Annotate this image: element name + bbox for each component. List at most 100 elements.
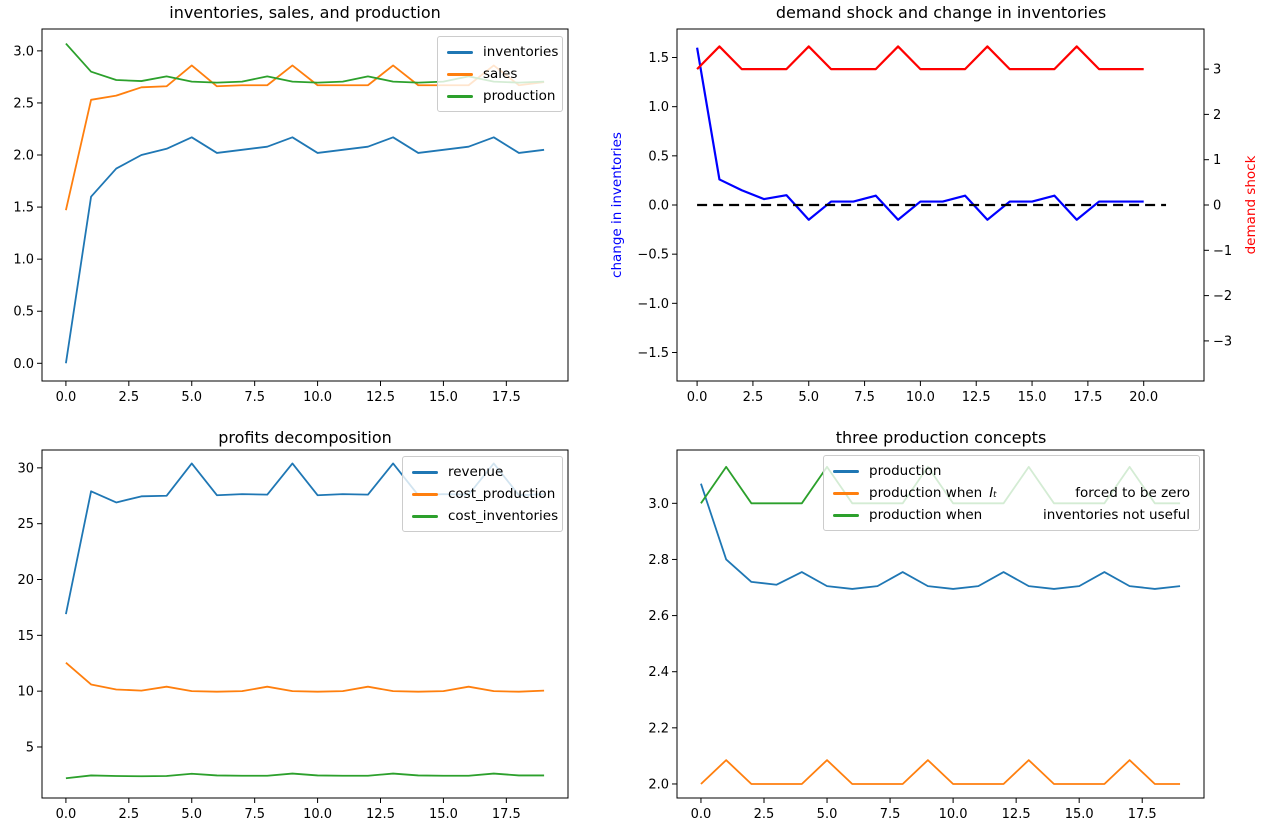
x-tick-label: 10.0 [303, 390, 332, 405]
y-right-tick-label: 3 [1213, 63, 1221, 78]
chart-title-demand-shock: demand shock and change in inventories [775, 3, 1107, 22]
y-tick-label: 0.5 [13, 305, 34, 320]
x-tick-label: 5.0 [798, 390, 819, 405]
legend-swatch-production [833, 469, 859, 473]
x-tick-label: 2.5 [754, 807, 775, 822]
x-tick-label: 17.5 [1073, 390, 1102, 405]
x-tick-label: 7.5 [244, 390, 265, 405]
y-tick-label: 0.0 [648, 199, 669, 214]
axes-box [41, 28, 569, 382]
y-tick-label: 0.0 [13, 357, 34, 372]
legend-label: sales [483, 66, 518, 82]
y-tick-label: 2.6 [648, 609, 669, 624]
y-tick-label: 1.0 [13, 253, 34, 268]
series-line-demand-shock [696, 45, 1144, 71]
y-tick-label: 20 [17, 573, 34, 588]
legend-item-production-zero-inventories: production when Iₜ forced to be zero [833, 482, 1190, 504]
legend-item-production: production [447, 85, 556, 107]
y-tick-label: 2.0 [648, 777, 669, 792]
chart-title-three-production-concepts: three production concepts [835, 428, 1047, 447]
y-tick-label: 3.0 [648, 497, 669, 512]
legend-swatch-production [447, 94, 473, 98]
x-tick-label: 10.0 [939, 807, 968, 822]
chart-title-inventories-sales-production: inventories, sales, and production [169, 3, 441, 22]
legend-label: cost_inventories [448, 508, 559, 524]
x-tick-label: 0.0 [56, 807, 77, 822]
y-right-tick-label: −2 [1213, 289, 1232, 304]
x-tick-label: 15.0 [1018, 390, 1047, 405]
legend-item-revenue: revenue [412, 461, 553, 483]
legend-swatch-inventories [447, 50, 473, 54]
x-tick-label: 12.5 [962, 390, 991, 405]
x-tick-label: 20.0 [1129, 390, 1158, 405]
y-right-tick-label: 0 [1213, 199, 1221, 214]
legend-label-right: forced to be zero [1075, 485, 1190, 501]
legend-swatch-cost-production [412, 492, 438, 496]
x-tick-label: 15.0 [429, 390, 458, 405]
y-tick-label: 1.5 [648, 51, 669, 66]
legend-item-inventories: inventories [447, 41, 558, 63]
series-line-production-when-inventories-forced-to-be-zero [700, 759, 1181, 785]
x-tick-label: 0.0 [687, 390, 708, 405]
x-tick-label: 12.5 [1002, 807, 1031, 822]
legend-label: revenue [448, 464, 504, 480]
y-tick-label: 15 [17, 629, 34, 644]
y-tick-label: 1.5 [13, 201, 34, 216]
legend-item-production: production [833, 460, 1190, 482]
legend-swatch-cost-inventories [412, 514, 438, 518]
x-tick-label: 17.5 [1128, 807, 1157, 822]
y-tick-label: 2.5 [13, 96, 34, 111]
series-line-inventories [65, 136, 545, 364]
legend-item-cost-production: cost_production [412, 483, 556, 505]
x-tick-label: 12.5 [366, 390, 395, 405]
series-line-cost_production [65, 662, 545, 693]
legend-item-sales: sales [447, 63, 553, 85]
legend-label: production when [869, 485, 983, 501]
x-tick-label: 5.0 [817, 807, 838, 822]
y-tick-label: 10 [17, 685, 34, 700]
legend-item-production-no-inventories: production when inventories not useful [833, 504, 1190, 526]
legend-label: production [483, 88, 556, 104]
x-tick-label: 7.5 [854, 390, 875, 405]
x-tick-label: 10.0 [303, 807, 332, 822]
y-tick-label: 2.2 [648, 721, 669, 736]
y-tick-label: 2.0 [13, 149, 34, 164]
axes-box [41, 449, 569, 799]
y-tick-label: 2.4 [648, 665, 669, 680]
y-tick-label: 1.0 [648, 100, 669, 115]
x-tick-label: 12.5 [366, 807, 395, 822]
axes-box [676, 449, 1205, 799]
legend-math-symbol: Iₜ [989, 485, 998, 501]
series-line-production [700, 483, 1181, 590]
x-tick-label: 0.0 [691, 807, 712, 822]
y-right-tick-label: −1 [1213, 244, 1232, 259]
chart-title-profits-decomposition: profits decomposition [218, 428, 392, 447]
y-tick-label: 25 [17, 517, 34, 532]
legend-profits-decomposition: revenue cost_production cost_inventories [402, 456, 563, 532]
x-tick-label: 5.0 [181, 807, 202, 822]
legend-label-right: inventories not useful [1043, 507, 1190, 523]
x-tick-label: 7.5 [244, 807, 265, 822]
legend-swatch-revenue [412, 470, 438, 474]
x-tick-label: 15.0 [429, 807, 458, 822]
x-tick-label: 10.0 [906, 390, 935, 405]
y-tick-label: −1.5 [637, 346, 669, 361]
legend-three-production-concepts: production production when Iₜ forced to … [823, 455, 1200, 531]
x-tick-label: 2.5 [118, 390, 139, 405]
y-tick-label: 2.8 [648, 553, 669, 568]
legend-label: inventories [483, 44, 559, 60]
legend-label: production [869, 463, 942, 479]
y-tick-label: 0.5 [648, 149, 669, 164]
x-tick-label: 2.5 [118, 807, 139, 822]
ylabel-demand-shock: demand shock [1243, 155, 1259, 255]
x-tick-label: 5.0 [181, 390, 202, 405]
legend-inventories-sales-production: inventories sales production [437, 36, 563, 112]
legend-label: cost_production [448, 486, 556, 502]
x-tick-label: 17.5 [492, 390, 521, 405]
series-line-cost_inventories [65, 772, 545, 780]
legend-label: production when [869, 507, 983, 523]
x-tick-label: 7.5 [880, 807, 901, 822]
y-tick-label: 30 [17, 461, 34, 476]
y-tick-label: −0.5 [637, 248, 669, 263]
